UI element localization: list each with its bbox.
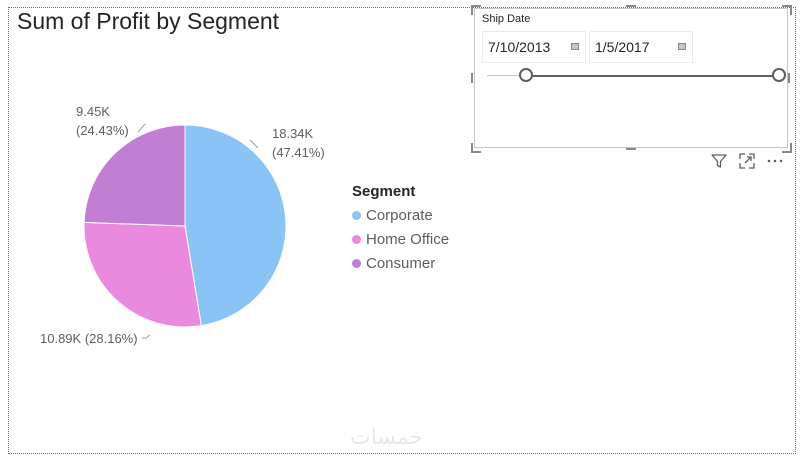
visual-header-toolbar	[710, 152, 784, 170]
resize-handle-bottom-right[interactable]	[782, 143, 792, 153]
watermark: خمسات	[350, 425, 424, 450]
pie-slice-consumer[interactable]	[83, 124, 186, 227]
data-label: 18.34K	[272, 126, 314, 141]
date-slicer[interactable]: Ship Date 7/10/2013 1/5/2017	[474, 8, 788, 148]
legend-title: Segment	[352, 183, 416, 200]
pie-slice-home-office[interactable]	[83, 221, 202, 328]
leader-line	[137, 123, 146, 133]
legend-label: Home Office	[366, 230, 450, 248]
start-date-value: 7/10/2013	[488, 39, 551, 55]
data-label: 10.89K (28.16%)	[40, 331, 138, 346]
slider-track-inactive	[487, 75, 527, 76]
data-label-percent: (47.41%)	[272, 145, 325, 160]
legend-label: Corporate	[366, 206, 433, 224]
legend: Segment Corporate Home Office Consumer	[352, 183, 449, 275]
calendar-icon[interactable]	[571, 43, 579, 50]
legend-marker	[352, 210, 361, 220]
resize-handle-top-left[interactable]	[471, 5, 481, 15]
slider-track[interactable]	[525, 75, 781, 77]
leader-line	[142, 334, 151, 339]
data-label: 9.45K	[76, 104, 110, 119]
pie-slice-corporate[interactable]	[184, 124, 287, 327]
leader-line	[249, 139, 259, 149]
resize-handle-top[interactable]	[626, 5, 636, 7]
slider-end-handle[interactable]	[772, 68, 786, 82]
resize-handle-bottom[interactable]	[626, 148, 636, 150]
resize-handle-bottom-left[interactable]	[471, 143, 481, 153]
slider-start-handle[interactable]	[519, 68, 533, 82]
legend-marker	[352, 234, 361, 244]
legend-label: Consumer	[366, 254, 436, 272]
legend-marker	[352, 258, 361, 268]
calendar-icon[interactable]	[678, 43, 686, 50]
more-options-icon[interactable]	[766, 152, 784, 170]
visual-container	[8, 7, 796, 454]
focus-mode-icon[interactable]	[738, 152, 756, 170]
data-label-percent: (24.43%)	[76, 123, 129, 138]
end-date-value: 1/5/2017	[595, 39, 650, 55]
slicer-title: Ship Date	[482, 13, 531, 25]
resize-handle-top-right[interactable]	[782, 5, 792, 15]
legend-item[interactable]: Consumer	[352, 251, 449, 275]
filter-icon[interactable]	[710, 152, 728, 170]
legend-item[interactable]: Home Office	[352, 227, 449, 251]
end-date-input[interactable]: 1/5/2017	[589, 31, 693, 63]
resize-handle-right[interactable]	[788, 73, 790, 83]
legend-item[interactable]: Corporate	[352, 203, 449, 227]
start-date-input[interactable]: 7/10/2013	[482, 31, 586, 63]
resize-handle-left[interactable]	[471, 73, 473, 83]
chart-title: Sum of Profit by Segment	[17, 8, 280, 34]
